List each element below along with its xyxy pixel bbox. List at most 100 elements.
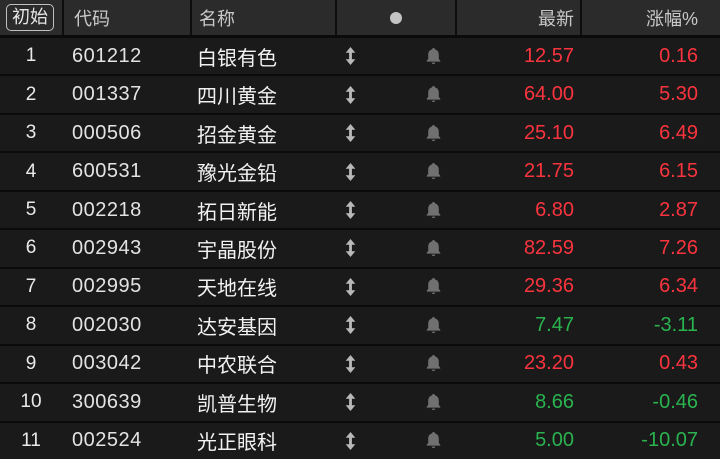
row-index: 4 (25, 160, 37, 182)
row-action-icons (335, 307, 455, 343)
stock-list-body: 1 601212 白银有色 12.57 0.16 2 001337 四川黄金 64.00 5.30… (0, 35, 720, 459)
row-action-icons (335, 423, 455, 459)
change-percent: -10.07 (641, 429, 698, 452)
change-percent: 6.49 (659, 121, 698, 144)
header-cell-latest[interactable]: 最新 (455, 0, 580, 35)
alert-bell-icon[interactable] (426, 201, 441, 219)
table-row[interactable]: 3 000506 招金黄金 25.10 6.49 (0, 112, 720, 152)
stock-code: 600531 (72, 160, 142, 183)
row-action-icons (335, 230, 455, 266)
latest-price: 21.75 (523, 160, 574, 183)
alert-bell-icon[interactable] (426, 124, 441, 142)
reorder-updown-icon[interactable] (345, 354, 356, 373)
reorder-updown-icon[interactable] (345, 85, 356, 104)
header-cell-code[interactable]: 代码 (62, 0, 190, 35)
row-action-icons (335, 192, 455, 228)
table-row[interactable]: 5 002218 拓日新能 6.80 2.87 (0, 189, 720, 229)
stock-code: 002218 (72, 198, 142, 221)
row-action-icons (335, 346, 455, 382)
row-index: 11 (21, 429, 41, 451)
table-row[interactable]: 6 002943 宇晶股份 82.59 7.26 (0, 228, 720, 267)
latest-price: 6.80 (535, 198, 574, 221)
stock-name: 凯普生物 (197, 393, 277, 416)
alert-bell-icon[interactable] (426, 239, 441, 257)
row-action-icons (335, 269, 455, 305)
alert-bell-icon[interactable] (426, 47, 441, 65)
circle-dot-icon (390, 11, 402, 24)
change-percent: 5.30 (659, 83, 698, 106)
row-action-icons (335, 38, 455, 74)
reorder-updown-icon[interactable] (345, 431, 356, 450)
row-index: 6 (25, 237, 37, 259)
reorder-updown-icon[interactable] (345, 124, 356, 143)
alert-bell-icon[interactable] (426, 432, 441, 449)
table-row[interactable]: 4 600531 豫光金铅 21.75 6.15 (0, 151, 720, 190)
stock-code: 300639 (72, 390, 142, 413)
change-percent: -0.46 (652, 390, 698, 413)
stock-code: 002943 (72, 236, 142, 259)
reorder-updown-icon[interactable] (345, 201, 356, 220)
stock-name: 中农联合 (197, 355, 277, 378)
stock-name: 光正眼科 (197, 432, 277, 455)
latest-price: 25.10 (523, 121, 574, 144)
header-cell-name[interactable]: 名称 (190, 0, 335, 35)
latest-price: 29.36 (523, 275, 574, 298)
alert-bell-icon[interactable] (426, 316, 441, 334)
change-percent: 6.34 (659, 275, 698, 298)
latest-price: 8.66 (535, 390, 574, 413)
header-cell-indicator (335, 0, 455, 35)
stock-code: 002030 (72, 313, 142, 336)
stock-name: 达安基因 (197, 316, 277, 339)
stock-code: 000506 (72, 121, 142, 144)
row-index: 10 (20, 391, 42, 413)
header-cell-change-percent[interactable]: 涨幅% (580, 0, 720, 35)
alert-bell-icon[interactable] (426, 393, 441, 411)
row-index: 7 (25, 275, 37, 297)
row-index: 9 (25, 352, 37, 374)
latest-price: 82.59 (523, 236, 574, 259)
row-index: 8 (25, 314, 37, 336)
row-action-icons (335, 153, 455, 189)
change-percent: 2.87 (659, 198, 698, 221)
table-row[interactable]: 7 002995 天地在线 29.36 6.34 (0, 266, 720, 306)
reorder-updown-icon[interactable] (345, 393, 356, 412)
table-header: 初始 代码 名称 最新 涨幅% (0, 0, 720, 35)
stock-name: 拓日新能 (197, 201, 277, 224)
latest-price: 5.00 (535, 429, 574, 452)
row-action-icons (335, 384, 455, 420)
reorder-updown-icon[interactable] (345, 162, 356, 181)
row-action-icons (335, 76, 455, 112)
initial-sort-button[interactable]: 初始 (6, 4, 54, 31)
table-row[interactable]: 9 003042 中农联合 23.20 0.43 (0, 343, 720, 383)
alert-bell-icon[interactable] (426, 163, 441, 180)
stock-code: 002524 (72, 429, 142, 452)
table-row[interactable]: 11 002524 光正眼科 5.00 -10.07 (0, 420, 720, 459)
stock-code: 002995 (72, 275, 142, 298)
table-row[interactable]: 8 002030 达安基因 7.47 -3.11 (0, 305, 720, 344)
latest-price: 12.57 (523, 44, 574, 67)
reorder-updown-icon[interactable] (345, 316, 356, 335)
table-row[interactable]: 10 300639 凯普生物 8.66 -0.46 (0, 382, 720, 421)
change-percent: 0.16 (659, 44, 698, 67)
row-index: 5 (25, 199, 37, 221)
alert-bell-icon[interactable] (426, 86, 441, 103)
alert-bell-icon[interactable] (426, 355, 441, 372)
header-cell-initial: 初始 (0, 0, 62, 35)
row-index: 3 (25, 122, 37, 144)
stock-code: 001337 (72, 83, 142, 106)
stock-name: 豫光金铅 (197, 163, 277, 186)
change-percent: 6.15 (659, 160, 698, 183)
reorder-updown-icon[interactable] (345, 239, 356, 258)
change-percent: -3.11 (653, 313, 698, 336)
reorder-updown-icon[interactable] (345, 47, 356, 66)
table-row[interactable]: 1 601212 白银有色 12.57 0.16 (0, 38, 720, 75)
row-index: 2 (25, 83, 37, 105)
table-row[interactable]: 2 001337 四川黄金 64.00 5.30 (0, 74, 720, 113)
stock-code: 601212 (72, 44, 142, 67)
latest-price: 23.20 (523, 352, 574, 375)
alert-bell-icon[interactable] (426, 278, 441, 295)
stock-name: 招金黄金 (197, 124, 277, 147)
stock-name: 天地在线 (197, 278, 277, 301)
reorder-updown-icon[interactable] (345, 277, 356, 296)
